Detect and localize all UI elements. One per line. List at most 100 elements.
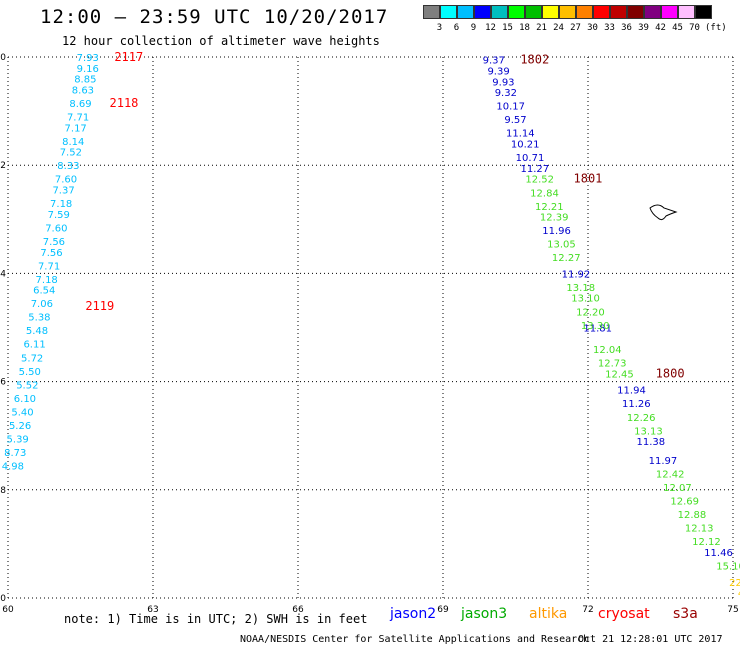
x-tick-label: 69 [437,605,449,615]
wave-height-point: 9.57 [504,115,526,126]
y-tick-label: -56 [0,378,6,388]
legend-swatch [661,5,678,19]
wave-height-point: 4.98 [2,461,24,472]
footnote: note: 1) Time is in UTC; 2) SWH is in fe… [64,612,368,626]
legend-label: 12 [485,23,496,33]
wave-height-point: 15.10 [716,562,740,573]
satellite-jason3: jason3 [461,606,508,622]
y-tick-label: -54 [0,269,6,279]
legend-swatch [644,5,661,19]
wave-height-point: 7.71 [38,261,60,272]
wave-height-point: 5.40 [11,407,33,418]
wave-height-point: 9.93 [492,77,514,88]
wave-height-point: 12.73 [598,359,627,370]
wave-height-point: 11.14 [506,129,535,140]
color-legend-labels: 3 6 9 12 15 18 21 24 27 30 33 36 39 42 45 70 (ft) [423,23,727,33]
pass-time-label: 1800 [656,366,685,380]
y-tick-label: -60 [0,594,6,604]
wave-height-point: 8.63 [72,85,94,96]
wave-height-point: 6.11 [23,340,45,351]
legend-swatch [610,5,627,19]
wave-height-point: 7.60 [45,223,67,234]
legend-swatch [457,5,474,19]
wave-height-point: 12.69 [670,497,699,508]
wave-height-point: 8.33 [57,161,79,172]
wave-height-point: 6.10 [14,394,36,405]
chart-title: 12:00 – 23:59 UTC 10/20/2017 [40,6,389,28]
wave-height-point: 5.26 [9,421,31,432]
legend-swatch [525,5,542,19]
wave-height-point: 11.27 [521,164,550,175]
wave-height-point: 7.71 [67,113,89,124]
wave-height-point: 11.94 [617,386,646,397]
legend-label: 9 [470,23,477,33]
wave-height-point: 4. [738,589,740,600]
wave-height-point: 13.18 [566,283,595,294]
wave-height-point: 8.73 [4,448,26,459]
legend-label: 15 [502,23,513,33]
wave-height-point: 12.52 [525,175,554,186]
legend-swatch [559,5,576,19]
wave-height-point: 12.20 [576,307,605,318]
satellite-s3a: s3a [673,606,698,622]
wave-height-point: 5.50 [19,367,41,378]
credit-line: NOAA/NESDIS Center for Satellite Applica… [240,634,590,645]
wave-height-point: 7.17 [65,123,87,134]
wave-height-point: 12.21 [535,202,564,213]
x-tick-label: 72 [582,605,593,615]
wave-height-point: 22.3 [729,578,740,589]
pass-time-label: 1802 [520,53,549,67]
legend-swatch [576,5,593,19]
color-legend [423,5,712,19]
timestamp: Oct 21 12:28:01 UTC 2017 [578,634,723,645]
pass-time-label: 2119 [85,299,114,313]
wave-height-point: 12.27 [552,253,581,264]
legend-swatch [440,5,457,19]
legend-label: 45 [672,23,683,33]
satellite-jason2: jason2 [390,606,437,622]
wave-height-point: 11.81 [583,324,612,335]
wave-height-point: 12.88 [678,510,707,521]
wave-height-point: 13.05 [547,240,576,251]
legend-label: 33 [604,23,615,33]
wave-height-point: 5.48 [26,326,48,337]
legend-label: 18 [519,23,530,33]
x-tick-label: 75 [727,605,738,615]
wave-height-point: 13.10 [571,294,600,305]
wave-height-point: 7.06 [31,299,53,310]
legend-label: 3 [436,23,443,33]
island-outline [649,204,678,221]
wave-height-point: 9.39 [487,67,509,78]
wave-height-point: 7.18 [36,275,58,286]
wave-height-point: 7.37 [52,186,74,197]
wave-height-point: 5.72 [21,353,43,364]
legend-swatch [627,5,644,19]
wave-height-point: 8.69 [69,99,91,110]
legend-label: 42 [655,23,666,33]
y-tick-label: -52 [0,161,6,171]
wave-height-point: 7.60 [55,175,77,186]
legend-swatch [542,5,559,19]
wave-height-point: 11.38 [637,437,666,448]
pass-time-label: 1801 [574,172,603,186]
legend-label: 30 [587,23,598,33]
wave-height-point: 8.14 [62,137,84,148]
legend-label: 21 [536,23,547,33]
wave-height-point: 11.96 [542,226,571,237]
legend-label: 70 [689,23,700,33]
wave-height-point: 12.84 [530,188,559,199]
legend-label: 39 [638,23,649,33]
wave-height-point: 12.45 [605,369,634,380]
wave-height-point: 10.17 [496,102,525,113]
wave-height-point: 12.42 [656,470,685,481]
legend-swatch [474,5,491,19]
legend-swatch [423,5,440,19]
y-tick-label: -50 [0,53,6,63]
legend-swatch [593,5,610,19]
legend-label: 6 [453,23,460,33]
wave-height-point: 5.52 [16,380,38,391]
satellite-altika: altika [529,606,568,622]
satellite-cryosat: cryosat [598,606,650,622]
wave-height-point: 10.71 [516,153,545,164]
